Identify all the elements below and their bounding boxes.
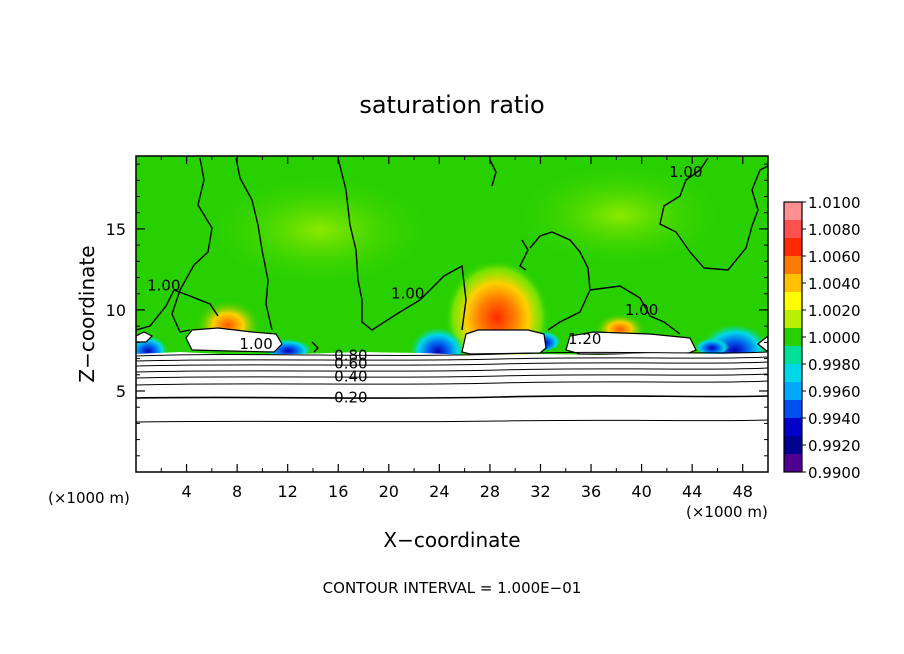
y-tick-label: 10: [106, 301, 126, 320]
lower-layer: [136, 352, 768, 472]
contour-interval-note: CONTOUR INTERVAL = 1.000E−01: [323, 579, 582, 597]
x-tick-label: 32: [530, 482, 550, 501]
colorbar: 1.0100 1.0080 1.0060 1.0040 1.0020 1.0000 0.99…: [783, 194, 861, 482]
x-tick-label: 8: [232, 482, 242, 501]
colorbar-label: 0.9960: [808, 383, 861, 401]
x-unit-label-right: (×1000 m): [686, 503, 768, 521]
x-tick-label: 36: [581, 482, 601, 501]
x-tick-label: 4: [181, 482, 191, 501]
colorbar-label: 1.0020: [808, 302, 861, 320]
contour-label: 0.80: [334, 346, 367, 364]
y-tick-label: 5: [116, 382, 126, 401]
x-axis-label: X−coordinate: [383, 528, 520, 552]
colorbar-swatch: [784, 292, 802, 311]
colorbar-label: 0.9940: [808, 410, 861, 428]
colorbar-swatch: [784, 346, 802, 365]
colorbar-swatch: [784, 328, 802, 347]
colorbar-swatch: [784, 400, 802, 419]
chart-title: saturation ratio: [359, 91, 544, 119]
colorbar-label: 1.0040: [808, 275, 861, 293]
x-tick-label: 40: [631, 482, 651, 501]
colorbar-swatch: [784, 364, 802, 383]
colorbar-label: 0.9920: [808, 437, 861, 455]
colorbar-swatch: [784, 418, 802, 437]
contour-label: 0.40: [334, 367, 367, 385]
colorbar-label: 1.0080: [808, 221, 861, 239]
colorbar-label: 1.0100: [808, 194, 861, 212]
contour-label: 0.60: [334, 354, 367, 372]
contour-label: 1.00: [147, 277, 180, 295]
contour-label: 0.20: [334, 388, 367, 406]
field-pale-zone: [510, 160, 730, 270]
colorbar-label: 1.0060: [808, 248, 861, 266]
cloud-region: [136, 331, 154, 343]
x-tick-label: 24: [429, 482, 449, 501]
x-tick-label: 48: [733, 482, 753, 501]
x-unit-label: (×1000 m): [48, 489, 130, 507]
colorbar-swatch: [784, 220, 802, 239]
field-pale-zone: [200, 170, 440, 290]
plot-frame: [135, 155, 769, 473]
colorbar-label: 0.9980: [808, 356, 861, 374]
y-tick-label: 15: [106, 220, 126, 239]
cloud-region: [757, 335, 768, 353]
y-axis-label: Z−coordinate: [75, 245, 99, 382]
contour-label: 1.00: [391, 285, 424, 303]
contour-label: 1.20: [568, 330, 601, 348]
plot-area: [136, 156, 768, 472]
colorbar-swatch: [784, 202, 802, 221]
cloud-region: [461, 329, 547, 355]
contour-1.00: [136, 157, 768, 353]
colorbar-swatch: [784, 454, 802, 473]
x-tick-label: 28: [480, 482, 500, 501]
cloud-region: [565, 331, 697, 355]
x-axis: 4 8 12 16 20 24 28 32 36 40 44 48: [160, 156, 753, 501]
cloud-region: [185, 327, 283, 353]
colorbar-swatch: [784, 310, 802, 329]
x-tick-label: 44: [682, 482, 702, 501]
y-axis: 5 10 15: [106, 163, 768, 457]
contour-lines-low: [136, 351, 768, 423]
colorbar-swatch: [784, 238, 802, 257]
colorbar-label: 1.0000: [808, 329, 861, 347]
x-tick-label: 20: [379, 482, 399, 501]
contour-label: 1.00: [239, 335, 272, 353]
colorbar-swatch: [784, 256, 802, 275]
colorbar-label: 0.9900: [808, 464, 861, 482]
contour-labels: 1.00 1.00 1.00 1.00 1.00 1.20 0.800.600.40 0.20: [147, 163, 702, 406]
contour-label: 1.00: [625, 301, 658, 319]
colorbar-swatch: [784, 382, 802, 401]
colorbar-swatch: [784, 436, 802, 455]
contour-label: 1.00: [669, 163, 702, 181]
field-dry-pocket: [694, 334, 730, 354]
x-tick-label: 16: [328, 482, 348, 501]
x-tick-label: 12: [278, 482, 298, 501]
colorbar-swatch: [784, 274, 802, 293]
